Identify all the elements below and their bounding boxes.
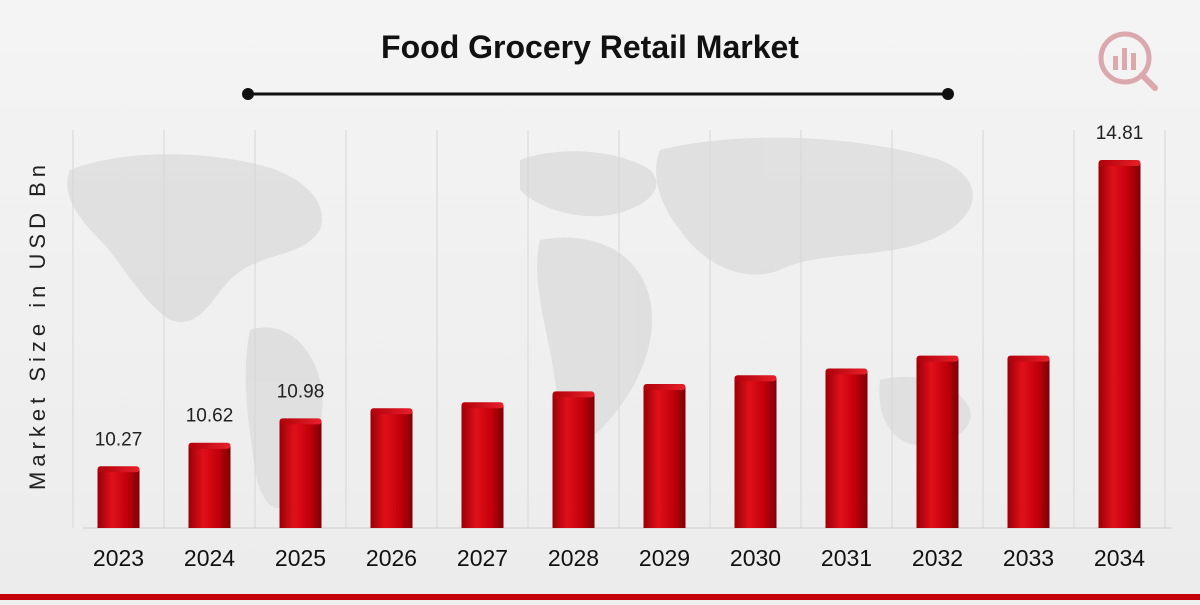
bar-2028 [552, 391, 595, 528]
x-tick-label: 2028 [548, 545, 599, 571]
bar [825, 371, 868, 528]
bar-2026 [370, 408, 413, 528]
x-tick-label: 2032 [912, 545, 963, 571]
bar-cap [1007, 355, 1050, 362]
bar-cap [825, 368, 868, 375]
bar-cap [97, 466, 140, 473]
x-tick-label: 2025 [275, 545, 326, 571]
bar [279, 421, 322, 528]
bar-cap [1098, 160, 1141, 167]
bar [1098, 163, 1141, 528]
x-tick-labels: 2023 2024 2025 2026 2027 2028 2029 2030 2031 2032… [93, 545, 1145, 571]
data-label: 10.62 [186, 406, 234, 427]
bar-2034 [1098, 160, 1141, 528]
bar-2024 [188, 442, 231, 528]
data-label: 10.98 [277, 381, 325, 402]
bar-cap [643, 384, 686, 391]
bar [1007, 358, 1050, 528]
bar-cap [916, 355, 959, 362]
bar [643, 387, 686, 528]
bar [461, 405, 504, 528]
bar-2023 [97, 466, 140, 528]
x-tick-label: 2027 [457, 545, 508, 571]
data-labels: 10.27 10.62 10.98 14.81 [95, 123, 1144, 450]
x-tick-label: 2033 [1003, 545, 1054, 571]
bar-cap [188, 442, 231, 449]
x-tick-label: 2030 [730, 545, 781, 571]
bar-2032 [916, 355, 959, 528]
bars [97, 160, 1141, 528]
world-map-watermark [67, 137, 973, 509]
bar-2031 [825, 368, 868, 528]
x-tick-label: 2024 [184, 545, 235, 571]
bar [97, 469, 140, 528]
x-tick-label: 2031 [821, 545, 872, 571]
bar-cap [552, 391, 595, 398]
bar-cap [279, 418, 322, 425]
bar-2030 [734, 375, 777, 528]
chart-title: Food Grocery Retail Market [381, 29, 799, 65]
bar [188, 445, 231, 528]
bar [916, 358, 959, 528]
x-tick-label: 2026 [366, 545, 417, 571]
x-tick-label: 2023 [93, 545, 144, 571]
bar-2033 [1007, 355, 1050, 528]
bar [370, 411, 413, 528]
bar-2027 [461, 402, 504, 528]
bottom-accent-bar [0, 594, 1200, 600]
bar [734, 378, 777, 528]
research-logo-icon [1098, 31, 1158, 91]
title-underline [242, 88, 954, 100]
bar-2025 [279, 418, 322, 528]
bar-2029 [643, 384, 686, 528]
grid [72, 130, 1166, 528]
bar [552, 394, 595, 528]
data-label: 10.27 [95, 429, 143, 450]
x-tick-label: 2034 [1094, 545, 1145, 571]
data-label: 14.81 [1096, 123, 1144, 144]
y-axis-label: Market Size in USD Bn [25, 160, 50, 490]
x-tick-label: 2029 [639, 545, 690, 571]
bar-cap [461, 402, 504, 409]
bar-cap [734, 375, 777, 382]
bar-cap [370, 408, 413, 415]
